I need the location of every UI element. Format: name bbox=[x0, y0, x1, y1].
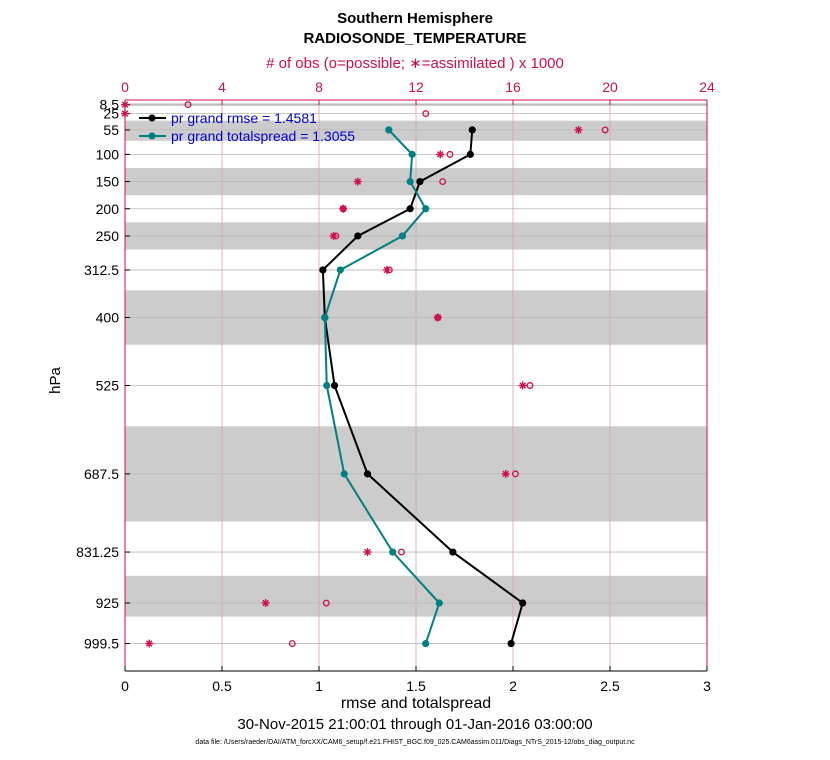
totalspread-point bbox=[422, 639, 430, 648]
x-tick-label: 3 bbox=[703, 678, 711, 694]
obs-possible-marker bbox=[439, 178, 447, 186]
date-range: 30-Nov-2015 21:00:01 through 01-Jan-2016… bbox=[237, 716, 593, 733]
obs-assimilated-stroke bbox=[575, 126, 582, 134]
x-tick-label: 0 bbox=[121, 678, 129, 694]
totalspread-point bbox=[422, 205, 430, 213]
y-tick-label: 25 bbox=[103, 106, 119, 122]
obs-assimilated-stroke bbox=[145, 640, 153, 647]
totalspread-point bbox=[323, 381, 331, 390]
totalspread-point bbox=[398, 232, 407, 240]
top-x-tick-label: 16 bbox=[505, 79, 521, 95]
obs-possible-marker bbox=[385, 266, 393, 274]
y-tick-label: 250 bbox=[96, 228, 120, 244]
obs-assimilated-stroke bbox=[262, 599, 269, 607]
y-tick-label: 831.25 bbox=[76, 544, 119, 560]
totalspread-point bbox=[408, 150, 416, 158]
obs-assimilated-stroke bbox=[354, 178, 362, 185]
obs-assimilated-stroke bbox=[121, 101, 129, 108]
legend-marker bbox=[148, 114, 156, 122]
obs-assimilated-stroke bbox=[436, 151, 444, 158]
y-tick-label: 150 bbox=[96, 174, 120, 190]
x-tick-label: 1 bbox=[315, 678, 323, 694]
rmse-point bbox=[363, 470, 372, 478]
y-tick-label: 8.5 bbox=[100, 97, 120, 113]
obs-possible-marker bbox=[184, 101, 192, 109]
rmse-point bbox=[468, 126, 476, 134]
totalspread-point bbox=[336, 266, 344, 274]
rmse-point bbox=[406, 205, 414, 213]
obs-assimilated-marker bbox=[353, 177, 362, 186]
obs-assimilated-marker bbox=[501, 469, 510, 478]
legend-label: pr grand totalspread = 1.3055 bbox=[171, 128, 355, 144]
top-x-tick-label: 12 bbox=[408, 79, 424, 95]
obs-possible-marker bbox=[288, 640, 296, 647]
y-tick-label: 687.5 bbox=[84, 466, 119, 482]
obs-possible-marker bbox=[339, 205, 347, 213]
totalspread-point bbox=[389, 548, 397, 556]
y-tick-label: 400 bbox=[96, 310, 120, 326]
top-x-tick-label: 20 bbox=[602, 79, 618, 95]
obs-possible-marker bbox=[398, 548, 405, 556]
obs-assimilated-marker bbox=[121, 100, 129, 109]
y-tick-label: 55 bbox=[103, 122, 119, 138]
top-x-tick-label: 4 bbox=[218, 79, 226, 95]
obs-assimilated-marker bbox=[363, 548, 372, 557]
obs-possible-marker bbox=[332, 232, 340, 240]
x-tick-label: 1.5 bbox=[406, 678, 426, 694]
totalspread-point bbox=[406, 177, 414, 186]
obs-possible-marker bbox=[446, 150, 454, 158]
legend-marker bbox=[148, 132, 156, 140]
totalspread-point bbox=[435, 599, 443, 607]
obs-assimilated-stroke bbox=[502, 470, 510, 478]
rmse-line bbox=[321, 129, 524, 644]
y-tick-label: 100 bbox=[96, 146, 120, 162]
x-tick-label: 0.5 bbox=[212, 678, 232, 694]
rmse-point bbox=[519, 599, 527, 607]
top-x-tick-label: 8 bbox=[315, 79, 323, 95]
obs-assimilated-marker bbox=[436, 150, 445, 159]
top-x-tick-label: 24 bbox=[699, 79, 715, 95]
obs-possible-marker bbox=[422, 110, 430, 118]
rmse-point bbox=[449, 548, 457, 556]
x-tick-label: 2 bbox=[509, 678, 517, 694]
totalspread-point bbox=[321, 313, 329, 322]
rmse-point bbox=[416, 177, 424, 186]
data-file-note: data file: /Users/raeder/DAI/ATM_forcXX/… bbox=[195, 739, 635, 746]
x-tick-label: 2.5 bbox=[600, 678, 620, 694]
obs-possible-marker bbox=[526, 382, 534, 389]
chart-subtitle: RADIOSONDE_TEMPERATURE bbox=[303, 30, 527, 47]
top-x-tick-label: 0 bbox=[121, 79, 129, 95]
obs-assimilated-marker bbox=[145, 639, 154, 648]
rmse-point bbox=[466, 150, 474, 158]
totalspread-point bbox=[340, 470, 348, 478]
obs-assimilated-marker bbox=[574, 125, 583, 134]
y-tick-label: 312.5 bbox=[84, 262, 119, 278]
rmse-point bbox=[319, 266, 327, 274]
y-tick-label: 925 bbox=[96, 595, 120, 611]
top-axis-label: # of obs (o=possible; ∗=assimilated ) x … bbox=[266, 55, 564, 72]
totalspread-point bbox=[385, 126, 393, 134]
obs-assimilated-marker bbox=[121, 109, 129, 118]
rmse-point bbox=[507, 639, 515, 648]
obs-possible-marker bbox=[434, 314, 442, 321]
obs-possible-marker bbox=[322, 599, 330, 607]
obs-possible-marker bbox=[601, 126, 609, 134]
obs-assimilated-stroke bbox=[364, 548, 371, 556]
obs-assimilated-stroke bbox=[519, 382, 526, 389]
rmse-point bbox=[354, 232, 362, 240]
totalspread-line bbox=[323, 129, 441, 644]
obs-assimilated-marker bbox=[261, 599, 270, 608]
x-axis-label: rmse and totalspread bbox=[340, 695, 492, 712]
y-tick-label: 200 bbox=[96, 201, 120, 217]
obs-assimilated-stroke bbox=[121, 110, 129, 117]
obs-possible-marker bbox=[511, 470, 519, 478]
legend-label: pr grand rmse = 1.4581 bbox=[171, 110, 317, 126]
y-tick-label: 525 bbox=[96, 378, 120, 394]
chart-title: Southern Hemisphere bbox=[337, 10, 493, 27]
obs-assimilated-marker bbox=[518, 381, 527, 390]
rmse-point bbox=[330, 381, 339, 390]
y-tick-label: 999.5 bbox=[84, 636, 119, 652]
